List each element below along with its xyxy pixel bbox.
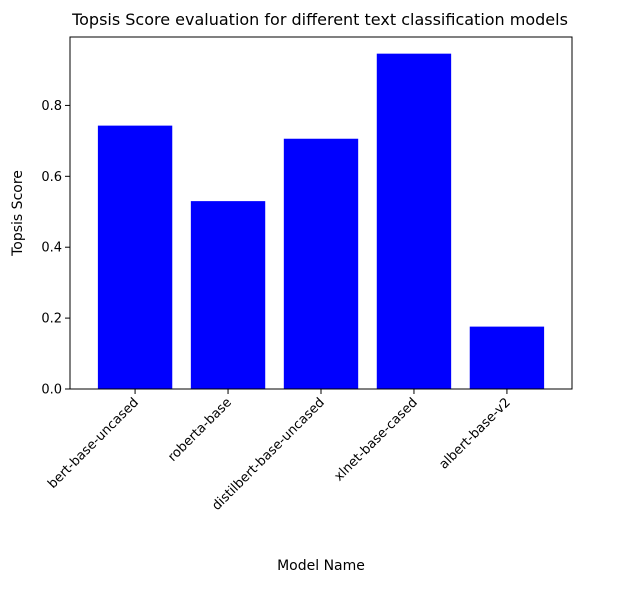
chart-title: Topsis Score evaluation for different te… xyxy=(71,10,568,29)
x-tick-label: bert-base-uncased xyxy=(45,395,142,492)
bars-group xyxy=(97,53,545,390)
y-axis: 0.0 0.2 0.4 0.6 0.8 xyxy=(41,99,70,398)
bar-distilbert-base-uncased xyxy=(283,138,359,389)
y-tick-label: 0.4 xyxy=(41,241,62,256)
x-tick-label: roberta-base xyxy=(165,395,235,465)
bar-xlnet-base-cased xyxy=(376,53,452,390)
y-tick-label: 0.8 xyxy=(41,99,62,114)
y-axis-label: Topsis Score xyxy=(10,170,26,257)
y-tick-label: 0.0 xyxy=(41,383,62,398)
bar-roberta-base xyxy=(190,201,266,389)
bar-bert-base-uncased xyxy=(97,125,173,389)
x-axis-label: Model Name xyxy=(277,558,365,574)
x-axis: bert-base-uncased roberta-basedistilbert-… xyxy=(45,389,514,514)
x-tick-label: albert-base-v2 xyxy=(436,395,513,472)
x-tick-label: xlnet-base-cased xyxy=(332,395,421,484)
y-tick-label: 0.6 xyxy=(41,170,62,185)
y-tick-label: 0.2 xyxy=(41,312,62,327)
bar-albert-base-v2 xyxy=(469,326,545,389)
